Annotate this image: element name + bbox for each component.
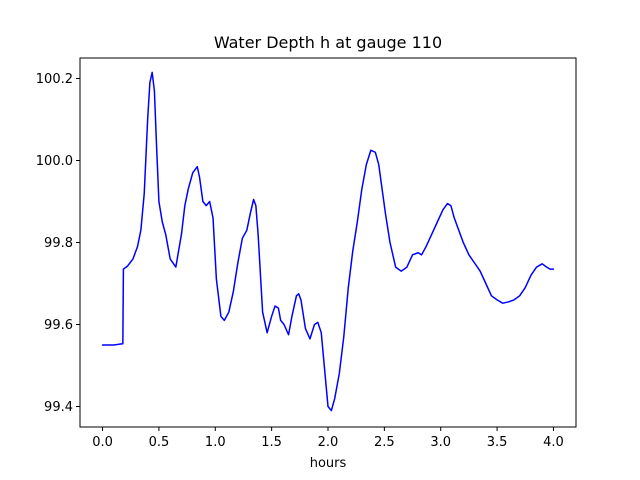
plot-area: 0.0 0.5 1.0 1.5 2.0 2.5 3.0 3.5 4.0 99.4 99.6 99.8 1… <box>36 57 577 450</box>
y-tick-label: 99.4 <box>44 400 73 415</box>
chart-title: Water Depth h at gauge 110 <box>214 33 442 52</box>
y-tick-label: 99.6 <box>44 318 73 333</box>
x-tick-label: 0.5 <box>149 435 170 450</box>
series-line-0 <box>101 71 555 412</box>
x-tick-label: 4.0 <box>543 435 564 450</box>
x-tick-label: 1.0 <box>205 435 226 450</box>
y-tick-label: 100.2 <box>36 72 73 87</box>
x-tick-label: 3.5 <box>487 435 508 450</box>
x-tick-label: 2.5 <box>374 435 395 450</box>
x-tick-label: 3.0 <box>430 435 451 450</box>
y-tick-label: 99.8 <box>44 236 73 251</box>
x-tick-label: 0.0 <box>92 435 113 450</box>
x-tick-label: 2.0 <box>318 435 339 450</box>
x-tick-label: 1.5 <box>261 435 282 450</box>
plot-frame <box>79 57 577 428</box>
y-tick-label: 100.0 <box>36 154 73 169</box>
x-axis-label: hours <box>310 456 347 471</box>
